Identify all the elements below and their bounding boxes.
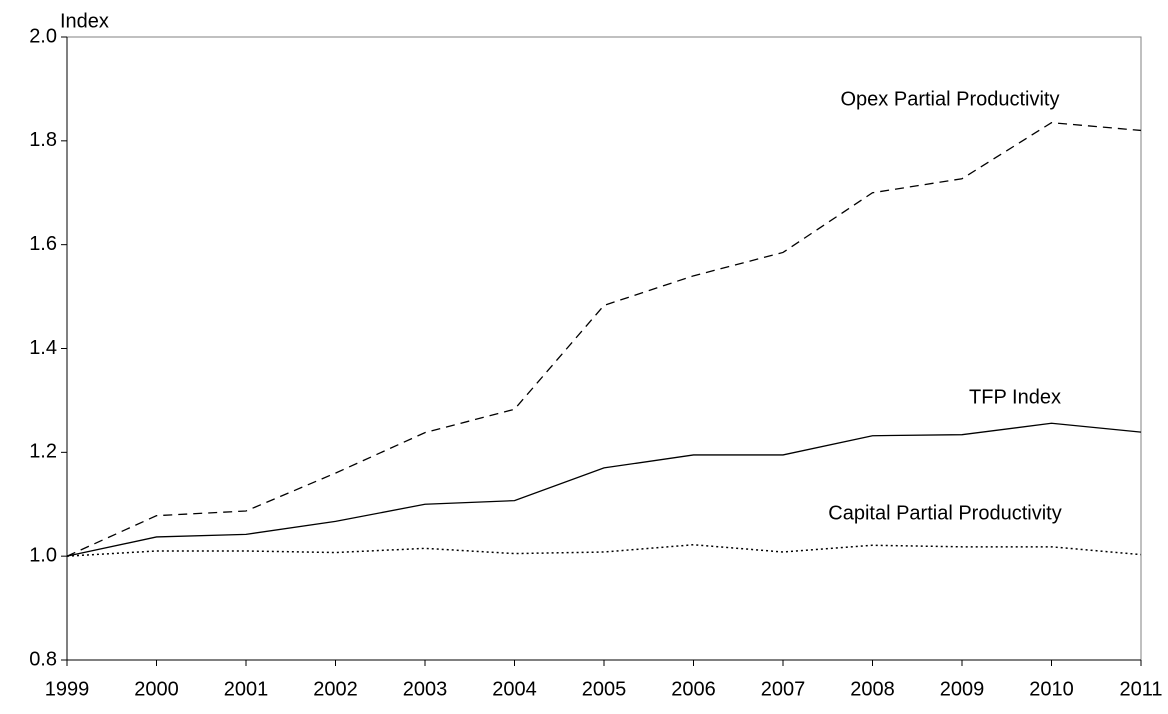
series-line bbox=[66, 121, 1142, 557]
series-label: TFP Index bbox=[969, 386, 1061, 408]
y-tick-label: 1.6 bbox=[29, 233, 57, 255]
y-tick-label: 1.0 bbox=[29, 544, 57, 566]
series-label: Capital Partial Productivity bbox=[828, 502, 1061, 524]
plot-frame bbox=[66, 36, 1142, 661]
x-tick-label: 2003 bbox=[403, 678, 448, 700]
y-tick-label: 1.2 bbox=[29, 441, 57, 463]
x-tick-label: 2011 bbox=[1119, 678, 1162, 700]
x-tick-label: 2004 bbox=[492, 678, 537, 700]
x-tick-label: 2002 bbox=[313, 678, 358, 700]
x-tick-label: 2008 bbox=[850, 678, 895, 700]
series-label: Opex Partial Productivity bbox=[841, 88, 1060, 110]
y-tick-label: 1.4 bbox=[29, 337, 57, 359]
y-tick-label: 0.8 bbox=[29, 648, 57, 670]
series-line bbox=[66, 543, 1142, 557]
x-tick-label: 2000 bbox=[134, 678, 179, 700]
series-line bbox=[66, 422, 1142, 557]
x-tick-label: 1999 bbox=[45, 678, 90, 700]
x-tick-label: 2005 bbox=[582, 678, 627, 700]
y-axis-label: Index bbox=[60, 10, 109, 32]
x-tick-label: 2010 bbox=[1029, 678, 1074, 700]
y-tick-label: 2.0 bbox=[29, 25, 57, 47]
x-tick-label: 2009 bbox=[940, 678, 985, 700]
y-tick-label: 1.8 bbox=[29, 129, 57, 151]
x-tick-label: 2007 bbox=[761, 678, 806, 700]
x-tick-label: 2006 bbox=[671, 678, 716, 700]
x-tick-label: 2001 bbox=[224, 678, 269, 700]
